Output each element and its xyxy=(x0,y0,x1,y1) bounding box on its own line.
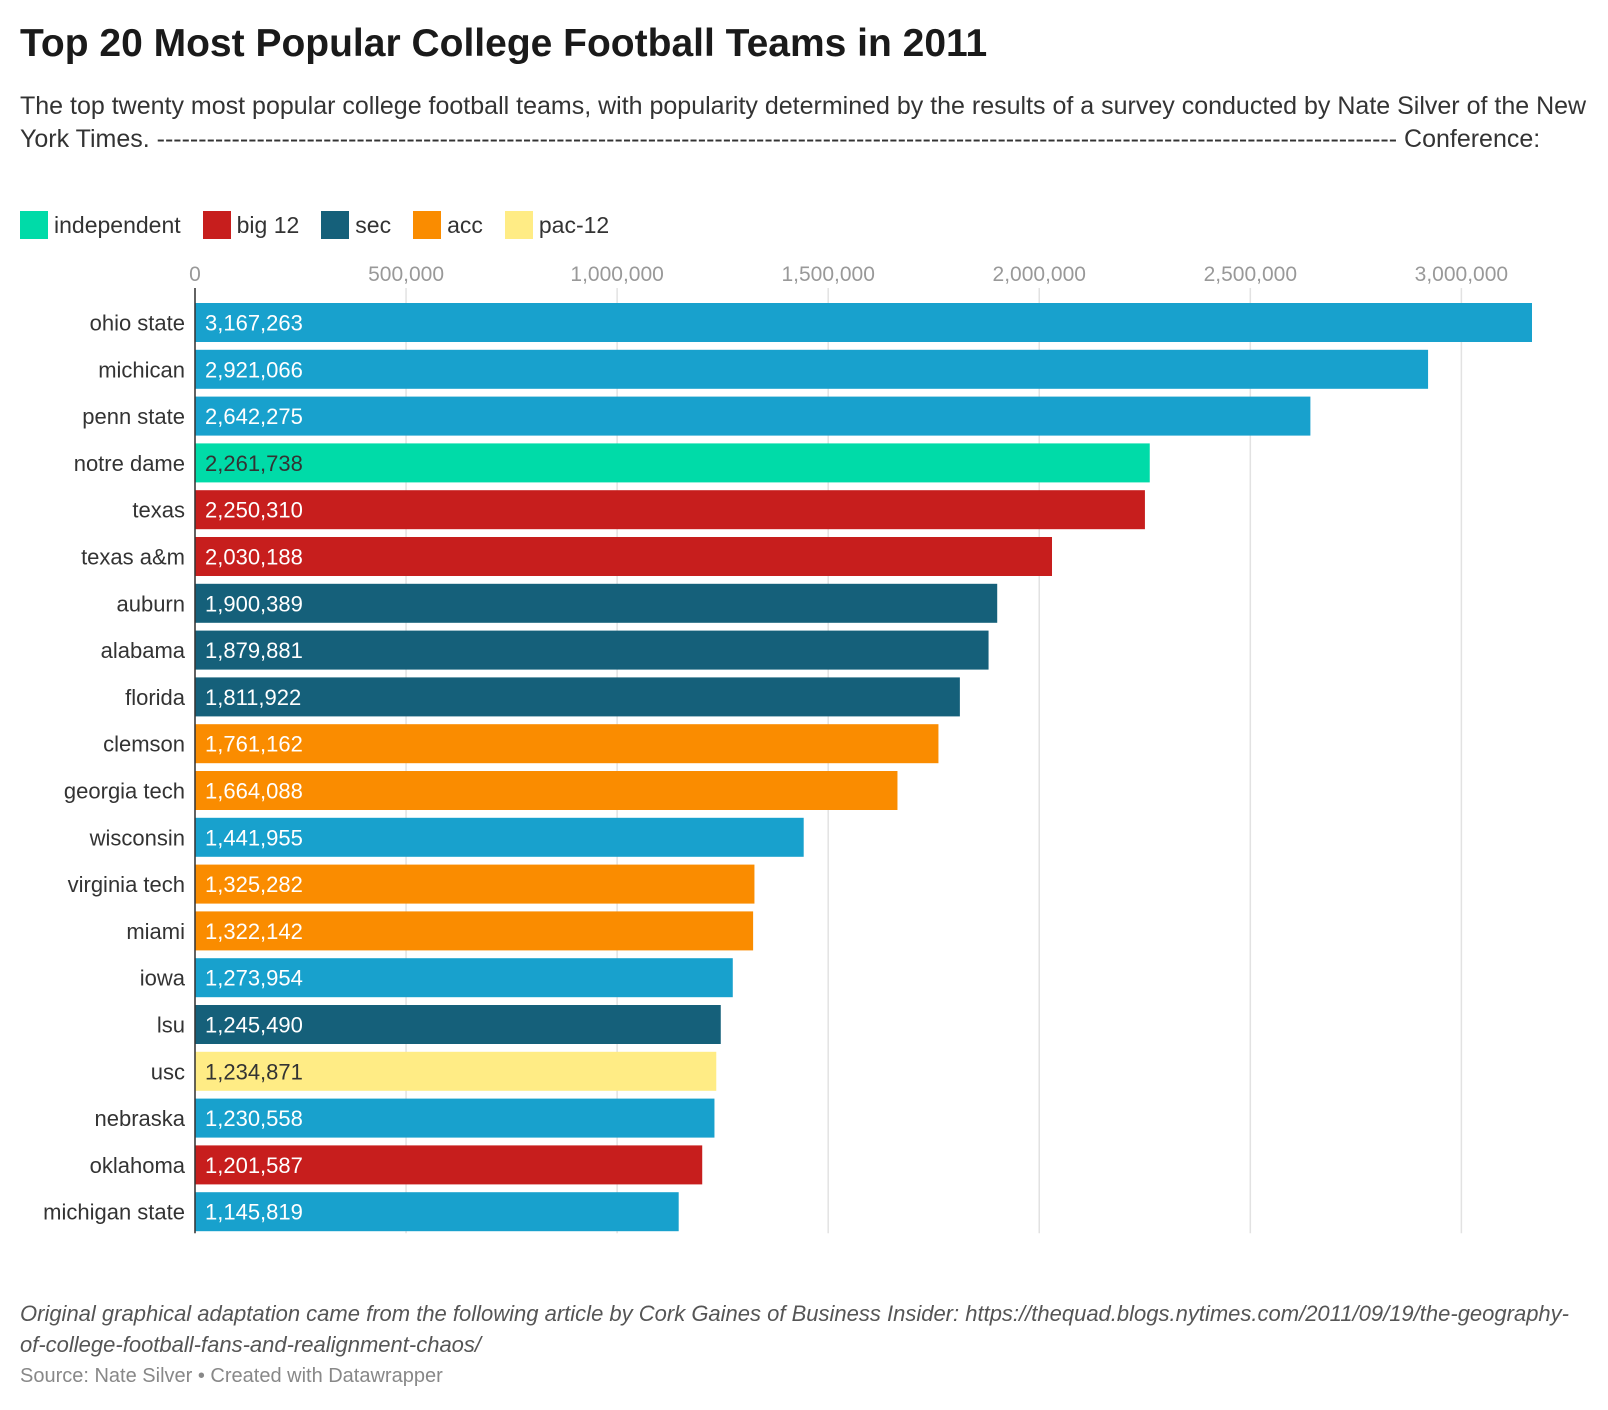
legend-item: acc xyxy=(413,211,483,239)
value-label: 1,145,819 xyxy=(205,1200,303,1225)
bar xyxy=(195,303,1532,342)
value-label: 1,201,587 xyxy=(205,1153,303,1178)
legend-label: independent xyxy=(54,211,181,238)
category-label: wisconsin xyxy=(89,825,185,850)
bar xyxy=(195,724,939,764)
bar xyxy=(195,630,989,670)
value-label: 1,234,871 xyxy=(205,1059,303,1084)
category-label: usc xyxy=(151,1059,185,1084)
x-tick-label: 2,500,000 xyxy=(1204,263,1297,286)
bar xyxy=(195,396,1311,436)
legend-label: big 12 xyxy=(236,211,300,238)
legend-label: acc xyxy=(447,211,483,238)
category-label: notre dame xyxy=(74,451,185,476)
category-label: georgia tech xyxy=(64,779,185,804)
x-tick-label: 3,000,000 xyxy=(1415,263,1508,286)
legend-item: pac-12 xyxy=(504,211,610,239)
legend-item: big 12 xyxy=(202,211,300,239)
bar xyxy=(195,490,1145,530)
category-label: michican xyxy=(98,357,185,382)
category-label: clemson xyxy=(103,732,185,757)
legend-swatch xyxy=(321,211,350,239)
category-label: ohio state xyxy=(90,311,185,336)
bar xyxy=(195,864,755,904)
bar xyxy=(195,443,1150,483)
legend-item: sec xyxy=(321,211,391,239)
category-label: texas xyxy=(132,498,185,523)
category-label: auburn xyxy=(116,591,185,616)
value-label: 1,664,088 xyxy=(205,779,303,804)
x-tick-label: 2,000,000 xyxy=(993,263,1086,286)
category-label: virginia tech xyxy=(68,872,185,897)
value-label: 1,900,389 xyxy=(205,591,303,616)
bar xyxy=(195,911,754,951)
value-label: 1,879,881 xyxy=(205,638,303,663)
category-label: iowa xyxy=(140,966,186,991)
category-label: miami xyxy=(126,919,185,944)
value-label: 1,322,142 xyxy=(205,919,303,944)
category-label: nebraska xyxy=(94,1106,185,1131)
x-tick-label: 0 xyxy=(189,263,201,286)
legend-swatch xyxy=(504,211,533,239)
bar xyxy=(195,1051,717,1091)
value-label: 1,325,282 xyxy=(205,872,303,897)
chart-title: Top 20 Most Popular College Football Tea… xyxy=(20,22,988,65)
category-label: lsu xyxy=(157,1013,185,1038)
value-label: 1,761,162 xyxy=(205,732,303,757)
bar xyxy=(195,1192,679,1232)
x-tick-label: 1,000,000 xyxy=(570,263,663,286)
bar xyxy=(195,349,1429,389)
bar xyxy=(195,958,733,998)
value-label: 2,261,738 xyxy=(205,451,303,476)
bar xyxy=(195,1005,721,1044)
legend-swatch xyxy=(20,211,48,239)
chart-subtitle: The top twenty most popular college foot… xyxy=(20,92,1587,153)
value-label: 2,642,275 xyxy=(205,404,303,429)
value-label: 2,030,188 xyxy=(205,545,303,570)
legend: independent big 12 sec acc pac-12 xyxy=(20,211,631,239)
value-label: 1,441,955 xyxy=(205,825,303,850)
legend-label: sec xyxy=(355,211,392,238)
bar xyxy=(195,771,898,810)
x-tick-label: 1,500,000 xyxy=(781,263,874,286)
value-label: 1,245,490 xyxy=(205,1013,303,1038)
bar xyxy=(195,1098,715,1138)
legend-swatch xyxy=(202,211,231,239)
legend-label: pac-12 xyxy=(538,211,610,238)
category-label: florida xyxy=(125,685,186,710)
chart-notes: Original graphical adaptation came from … xyxy=(20,1301,1569,1357)
bar-chart: 0 500,000 1,000,000 1,500,000 2,000,000 2,500… xyxy=(43,263,1532,1234)
category-label: oklahoma xyxy=(90,1153,186,1178)
bar xyxy=(195,537,1053,576)
bar xyxy=(195,817,804,857)
value-label: 1,811,922 xyxy=(205,685,301,710)
bar xyxy=(195,583,998,623)
x-tick-label: 500,000 xyxy=(368,263,444,286)
bar xyxy=(195,1145,703,1185)
value-label: 3,167,263 xyxy=(205,311,303,336)
source-byline: Source: Nate Silver • Created with Dataw… xyxy=(20,1365,443,1387)
legend-item: independent xyxy=(20,211,181,239)
bar xyxy=(195,677,960,717)
category-label: alabama xyxy=(101,638,186,663)
value-label: 2,921,066 xyxy=(205,357,303,382)
category-label: texas a&m xyxy=(81,545,185,570)
category-label: michigan state xyxy=(43,1200,185,1225)
value-label: 2,250,310 xyxy=(205,498,303,523)
legend-swatch xyxy=(413,211,442,239)
category-label: penn state xyxy=(82,404,185,429)
value-label: 1,273,954 xyxy=(205,966,303,991)
value-label: 1,230,558 xyxy=(205,1106,303,1131)
